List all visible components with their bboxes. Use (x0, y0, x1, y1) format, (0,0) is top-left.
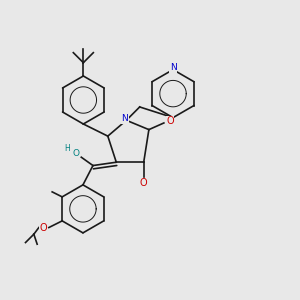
Text: H: H (64, 144, 70, 153)
Text: O: O (140, 178, 148, 188)
Text: O: O (39, 223, 46, 232)
Text: O: O (73, 149, 80, 158)
Text: N: N (169, 64, 176, 73)
Text: N: N (121, 114, 128, 123)
Text: O: O (166, 116, 174, 126)
